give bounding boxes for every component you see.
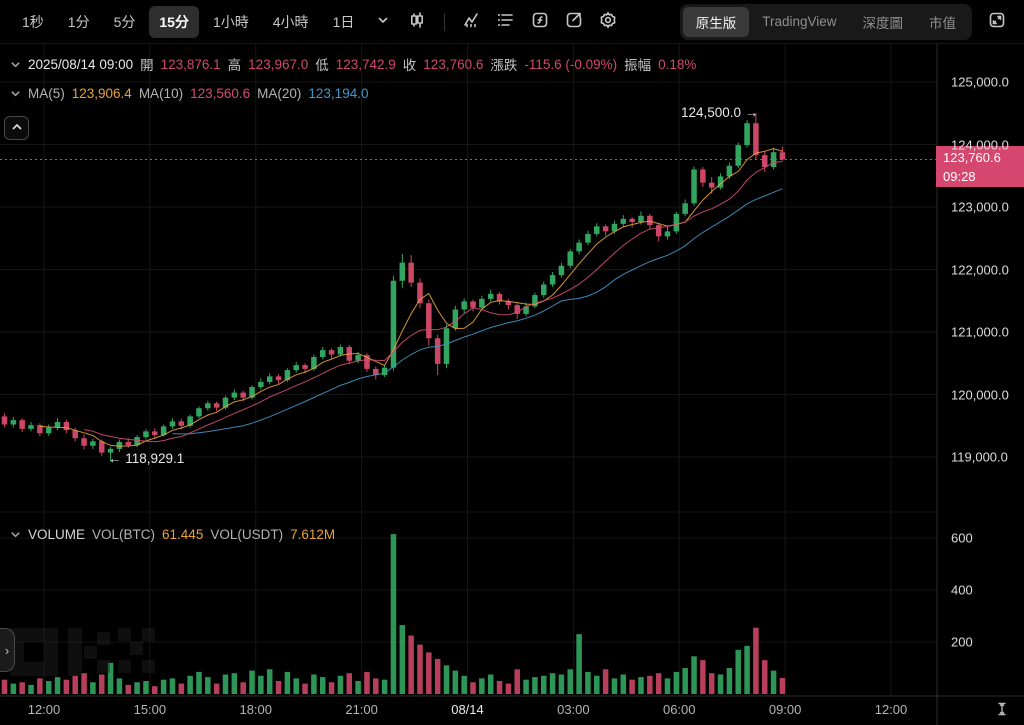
time-axis-label: 21:00 bbox=[345, 702, 378, 717]
indicator-icon bbox=[463, 11, 481, 32]
price-axis-label: 122,000.0 bbox=[951, 262, 1009, 277]
price-scale-reset-button[interactable] bbox=[992, 701, 1012, 719]
time-axis-label: 12:00 bbox=[874, 702, 908, 717]
timeframe-1m[interactable]: 1分 bbox=[58, 6, 100, 38]
volume-axis-label: 200 bbox=[951, 634, 973, 650]
share-button[interactable] bbox=[559, 7, 589, 37]
tab-depth-chart[interactable]: 深度圖 bbox=[850, 7, 917, 37]
settings-icon bbox=[599, 11, 617, 32]
view-tabs: 原生版 TradingView 深度圖 市值 bbox=[679, 3, 972, 40]
chevron-up-icon bbox=[11, 121, 23, 136]
timeframe-group: 1秒 1分 5分 15分 1小時 4小時 1日 bbox=[12, 5, 623, 38]
ma20-label: MA(20) bbox=[257, 86, 302, 101]
change-value: -115.6 (-0.09%) bbox=[524, 56, 618, 72]
timeframe-4h[interactable]: 4小時 bbox=[263, 6, 319, 38]
expand-side-panel-handle[interactable]: › bbox=[0, 628, 15, 672]
vol-usdt-value: 7.612M bbox=[290, 527, 336, 542]
price-axis-label: 120,000.0 bbox=[951, 387, 1009, 402]
time-axis-label: 18:00 bbox=[239, 702, 273, 717]
current-price-badge: 123,760.6 09:28 bbox=[936, 146, 1024, 187]
price-axis-label: 119,000.0 bbox=[951, 449, 1008, 465]
tab-tradingview[interactable]: TradingView bbox=[749, 9, 849, 34]
timeframe-5m[interactable]: 5分 bbox=[104, 6, 146, 38]
collapse-panel-button[interactable] bbox=[4, 116, 29, 140]
current-price-time: 09:28 bbox=[943, 168, 976, 184]
ma-info-row: MA(5) 123,906.4 MA(10) 123,560.6 MA(20) … bbox=[10, 86, 368, 101]
candle-style-icon bbox=[408, 11, 426, 32]
expand-icon bbox=[988, 11, 1006, 32]
ma10-label: MA(10) bbox=[138, 86, 184, 101]
ma5-value: 123,906.4 bbox=[71, 86, 132, 101]
volume-axis-label: 400 bbox=[951, 582, 973, 598]
session-high-annotation: 124,500.0 → bbox=[681, 105, 759, 120]
high-label: 高 bbox=[227, 58, 242, 73]
price-axis-label: 124,000.0 bbox=[951, 137, 1009, 152]
price-axis-label: 121,000.0 bbox=[951, 324, 1009, 340]
ma5-label: MA(5) bbox=[28, 86, 65, 101]
tab-market-cap[interactable]: 市值 bbox=[916, 7, 969, 37]
time-axis-label: 12:00 bbox=[27, 702, 61, 717]
more-timeframes-button[interactable] bbox=[368, 7, 398, 37]
share-icon bbox=[565, 11, 583, 32]
ma10-value: 123,560.6 bbox=[190, 86, 251, 101]
view-switcher-group: 原生版 TradingView 深度圖 市值 bbox=[679, 3, 1012, 40]
chart-toolbar: 1秒 1分 5分 15分 1小時 4小時 1日 bbox=[0, 0, 1024, 44]
toolbar-divider bbox=[444, 12, 446, 31]
high-value: 123,967.0 bbox=[248, 56, 309, 72]
ma20-value: 123,194.0 bbox=[308, 86, 369, 101]
close-label: 收 bbox=[402, 58, 417, 73]
timeframe-15m[interactable]: 15分 bbox=[149, 5, 199, 38]
volume-axis-label: 600 bbox=[951, 530, 973, 546]
time-axis-label: 08/14 bbox=[451, 702, 484, 717]
amplitude-value: 0.18% bbox=[658, 56, 697, 72]
tab-native-chart[interactable]: 原生版 bbox=[682, 6, 750, 37]
vol-usdt-label: VOL(USDT) bbox=[210, 527, 284, 542]
time-axis-label: 15:00 bbox=[133, 702, 167, 717]
candle-style-button[interactable] bbox=[402, 7, 432, 37]
settings-button[interactable] bbox=[593, 7, 623, 37]
chevron-right-icon: › bbox=[4, 642, 10, 658]
session-low-annotation: ← 118,929.1 bbox=[108, 451, 185, 466]
layout-list-button[interactable] bbox=[491, 7, 521, 37]
amplitude-label: 振幅 bbox=[624, 58, 652, 73]
price-axis-label: 123,000.0 bbox=[951, 199, 1009, 215]
collapse-ohlc-button[interactable] bbox=[10, 59, 21, 70]
volume-title: VOLUME bbox=[28, 527, 86, 542]
vol-btc-value: 61.445 bbox=[162, 527, 204, 542]
formula-icon bbox=[531, 11, 549, 32]
collapse-ma-button[interactable] bbox=[10, 88, 21, 99]
open-value: 123,876.1 bbox=[160, 56, 221, 72]
close-value: 123,760.6 bbox=[423, 56, 484, 72]
timeframe-1d[interactable]: 1日 bbox=[323, 6, 365, 38]
indicator-button[interactable] bbox=[457, 7, 487, 37]
formula-button[interactable] bbox=[525, 7, 555, 37]
scale-adjust-icon bbox=[995, 701, 1009, 720]
time-axis-label: 06:00 bbox=[662, 702, 696, 717]
candle-datetime: 2025/08/14 09:00 bbox=[28, 56, 134, 72]
layout-list-icon bbox=[497, 11, 515, 32]
fullscreen-button[interactable] bbox=[982, 7, 1012, 37]
timeframe-1h[interactable]: 1小時 bbox=[203, 6, 259, 38]
volume-info-row: VOLUME VOL(BTC) 61.445 VOL(USDT) 7.612M bbox=[10, 527, 335, 542]
time-axis-label: 03:00 bbox=[557, 702, 590, 717]
change-label: 漲跌 bbox=[490, 58, 518, 73]
price-axis-label: 125,000.0 bbox=[951, 74, 1009, 90]
timeframe-1s[interactable]: 1秒 bbox=[12, 6, 54, 38]
low-label: 低 bbox=[315, 58, 329, 73]
open-label: 開 bbox=[140, 58, 154, 73]
vol-btc-label: VOL(BTC) bbox=[92, 527, 156, 542]
collapse-volume-button[interactable] bbox=[10, 529, 21, 540]
time-axis-label: 09:00 bbox=[768, 702, 802, 717]
chevron-down-icon bbox=[377, 14, 389, 29]
low-value: 123,742.9 bbox=[335, 56, 396, 72]
current-price-value: 123,760.6 bbox=[943, 150, 1001, 165]
ohlc-info-row: 2025/08/14 09:00 開 123,876.1 高 123,967.0… bbox=[10, 54, 696, 74]
